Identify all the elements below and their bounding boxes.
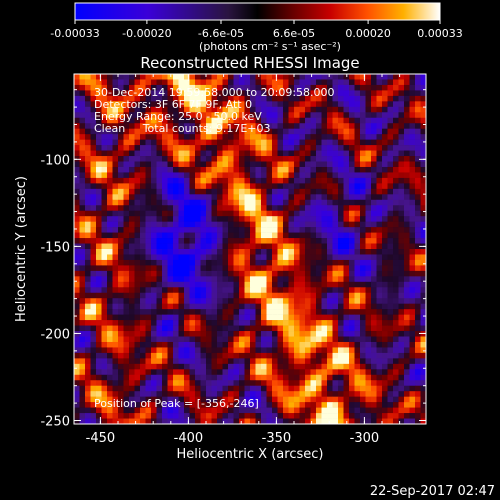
colorbar-tick-label-1: -0.00020 — [122, 27, 171, 40]
axis-ticks: -450 -400 -350 -300 -100 -150 -200 -250 — [40, 74, 426, 446]
y-tick-label-1: -150 — [40, 240, 70, 255]
x-tick-label-3: -300 — [350, 431, 380, 446]
y-tick-label-3: -250 — [40, 415, 70, 430]
footer-date: 22-Sep-2017 02:47 — [370, 484, 495, 499]
colorbar-unit-label: (photons cm⁻² s⁻¹ asec⁻²) — [199, 40, 341, 53]
colorbar-tick-label-4: 0.00020 — [345, 27, 391, 40]
colorbar-ticks: -0.00033 -0.00020 -6.6e-05 6.6e-05 0.00020 0.… — [50, 20, 463, 40]
colorbar-tick-label-0: -0.00033 — [50, 27, 99, 40]
y-tick-label-2: -200 — [40, 327, 70, 342]
heatmap-image — [74, 74, 426, 424]
x-tick-label-0: -450 — [86, 431, 116, 446]
colorbar-tick-label-3: 6.6e-05 — [273, 27, 315, 40]
x-tick-label-2: -350 — [262, 431, 292, 446]
annotation-energy: Energy Range: 25.0 - 50.0 keV — [94, 110, 262, 123]
colorbar-tick-label-5: 0.00033 — [417, 27, 463, 40]
y-tick-label-0: -100 — [40, 153, 70, 168]
annotation-method: Clean Total counts: 9.17E+03 — [94, 122, 271, 135]
annotation-detectors: Detectors: 3F 6F 7F 9F, Att 0 — [94, 98, 252, 111]
annotation-peak: Position of Peak = [-356,-246] — [94, 397, 259, 410]
plot-frame — [73, 73, 427, 425]
chart-title: Reconstructed RHESSI Image — [140, 54, 359, 72]
x-axis-label: Heliocentric X (arcsec) — [177, 447, 324, 462]
y-axis-label: Heliocentric Y (arcsec) — [14, 176, 29, 322]
annotation-time-range: 30-Dec-2014 19:59:58.000 to 20:09:58.000 — [94, 86, 335, 99]
x-tick-label-1: -400 — [174, 431, 204, 446]
colorbar — [74, 2, 441, 21]
colorbar-tick-label-2: -6.6e-05 — [198, 27, 244, 40]
